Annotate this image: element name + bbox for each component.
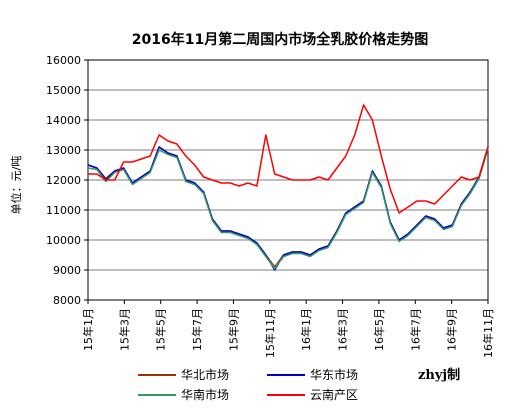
x-tick-label: 15年11月: [263, 308, 277, 358]
x-tick-label: 15年7月: [190, 308, 204, 351]
legend-label: 华南市场: [181, 387, 229, 402]
x-tick-label: 15年3月: [117, 308, 131, 351]
y-tick-label: 13000: [46, 144, 81, 157]
x-tick-label: 15年1月: [81, 308, 95, 351]
x-tick-label: 16年11月: [481, 308, 495, 358]
x-axis-ticks: 15年1月 15年3月 15年5月 15年7月 15年9月 15年11月 16年1月 16年3…: [81, 300, 495, 358]
series-lines: [87, 104, 489, 271]
y-tick-label: 8000: [53, 294, 81, 307]
series-line: [88, 104, 489, 214]
legend-label: 华东市场: [310, 367, 358, 382]
legend-label: 华北市场: [181, 367, 229, 382]
y-tick-label: 14000: [46, 114, 81, 127]
y-tick-label: 10000: [46, 234, 81, 247]
grid-lines: [88, 89, 488, 271]
x-tick-label: 16年1月: [299, 308, 313, 351]
y-tick-label: 15000: [46, 84, 81, 97]
y-tick-label: 11000: [46, 204, 81, 217]
y-axis-ticks: 8000 9000 10000 11000 12000 13000 14000 15000 16…: [46, 54, 88, 307]
chart-title: 2016年11月第二周国内市场全乳胶价格走势图: [132, 31, 428, 48]
y-tick-label: 12000: [46, 174, 81, 187]
x-tick-label: 16年5月: [372, 308, 386, 351]
credit-text: zhyj制: [418, 367, 460, 383]
legend-label: 云南产区: [310, 387, 358, 402]
x-tick-label: 15年9月: [226, 308, 240, 351]
y-tick-label: 9000: [53, 264, 81, 277]
x-tick-label: 16年9月: [445, 308, 459, 351]
y-tick-label: 16000: [46, 54, 81, 67]
series-line: [87, 146, 489, 271]
x-tick-label: 16年7月: [408, 308, 422, 351]
series-line: [87, 148, 489, 270]
y-axis-label: 单位：元/吨: [9, 156, 23, 215]
x-tick-label: 16年3月: [336, 308, 350, 351]
x-tick-label: 15年5月: [154, 308, 168, 351]
